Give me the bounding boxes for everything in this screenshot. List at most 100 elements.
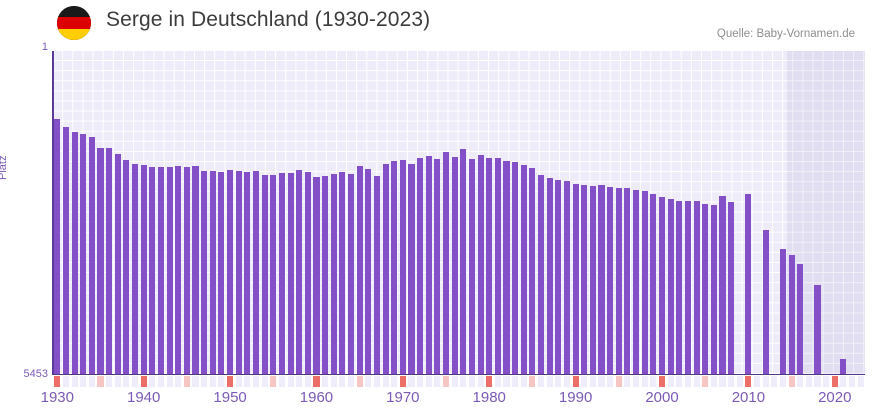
bar[interactable] <box>624 187 631 374</box>
x-axis-tick-label: 1960 <box>299 389 334 406</box>
bar[interactable] <box>477 154 484 374</box>
bar[interactable] <box>684 201 691 374</box>
bar[interactable] <box>71 131 78 374</box>
bar[interactable] <box>633 190 640 374</box>
bar[interactable] <box>287 172 294 374</box>
bar[interactable] <box>589 186 596 374</box>
bar[interactable] <box>339 172 346 374</box>
x-axis-tick-label: 1970 <box>386 389 420 406</box>
bar[interactable] <box>278 172 285 374</box>
x-tick-marker <box>192 376 199 387</box>
bar[interactable] <box>97 147 104 374</box>
x-tick-marker <box>633 376 640 387</box>
bar[interactable] <box>641 190 648 374</box>
bar[interactable] <box>719 195 726 374</box>
x-tick-marker <box>719 376 726 387</box>
bar[interactable] <box>494 158 501 374</box>
bar[interactable] <box>356 165 363 374</box>
bar[interactable] <box>365 169 372 374</box>
bar[interactable] <box>598 184 605 374</box>
bar[interactable] <box>88 137 95 374</box>
x-tick-marker <box>313 376 320 387</box>
x-tick-marker <box>563 376 571 387</box>
bar[interactable] <box>745 193 752 374</box>
x-tick-marker <box>244 376 251 387</box>
bar[interactable] <box>538 174 545 374</box>
bar[interactable] <box>183 167 190 374</box>
x-tick-marker <box>494 376 501 387</box>
bar[interactable] <box>728 202 735 374</box>
bar[interactable] <box>132 163 139 374</box>
bar[interactable] <box>520 164 527 374</box>
bar[interactable] <box>840 359 847 374</box>
bar[interactable] <box>563 181 571 374</box>
bar[interactable] <box>261 175 268 374</box>
bar[interactable] <box>201 170 208 374</box>
bar[interactable] <box>252 171 260 374</box>
bar[interactable] <box>425 155 432 374</box>
bar[interactable] <box>235 171 242 374</box>
bar[interactable] <box>408 163 415 374</box>
bar[interactable] <box>227 170 234 374</box>
bar[interactable] <box>149 167 156 374</box>
bar[interactable] <box>546 178 553 374</box>
bar[interactable] <box>797 264 804 374</box>
bar[interactable] <box>304 172 311 374</box>
bar[interactable] <box>175 166 182 374</box>
bar[interactable] <box>373 175 380 374</box>
bar[interactable] <box>270 174 277 374</box>
bar[interactable] <box>512 161 519 374</box>
bar[interactable] <box>693 200 700 374</box>
bar[interactable] <box>451 157 458 374</box>
bar[interactable] <box>218 171 225 374</box>
bar[interactable] <box>244 171 251 374</box>
bar[interactable] <box>166 167 173 374</box>
bar[interactable] <box>615 187 622 374</box>
bar[interactable] <box>399 159 406 374</box>
bar[interactable] <box>417 158 424 374</box>
bar[interactable] <box>460 148 467 374</box>
bar[interactable] <box>322 175 329 374</box>
bar[interactable] <box>140 165 147 374</box>
bar[interactable] <box>382 164 389 374</box>
bar[interactable] <box>762 230 769 374</box>
bar[interactable] <box>296 170 303 374</box>
bar[interactable] <box>54 119 61 374</box>
bar[interactable] <box>106 148 113 374</box>
bar[interactable] <box>330 174 337 374</box>
bar[interactable] <box>114 154 121 374</box>
bar[interactable] <box>391 161 398 374</box>
bar[interactable] <box>667 199 674 374</box>
bar[interactable] <box>486 157 493 374</box>
bar[interactable] <box>650 193 657 374</box>
bar[interactable] <box>814 284 821 374</box>
bar[interactable] <box>529 168 536 374</box>
bar[interactable] <box>468 159 475 374</box>
bar[interactable] <box>710 204 717 374</box>
bar[interactable] <box>788 255 795 374</box>
bar[interactable] <box>676 200 683 374</box>
bar[interactable] <box>581 185 588 374</box>
source-attribution: Quelle: Baby-Vornamen.de <box>716 28 855 40</box>
x-tick-marker <box>417 376 424 387</box>
bar[interactable] <box>503 161 510 374</box>
bar[interactable] <box>442 151 450 374</box>
bar[interactable] <box>157 167 165 374</box>
bar[interactable] <box>555 180 562 374</box>
bar[interactable] <box>313 177 320 374</box>
bar[interactable] <box>192 166 199 374</box>
bar[interactable] <box>779 248 786 374</box>
bar[interactable] <box>702 203 709 374</box>
bar[interactable] <box>347 173 355 374</box>
bar[interactable] <box>80 133 87 374</box>
bar[interactable] <box>62 126 69 374</box>
bar[interactable] <box>434 159 441 374</box>
bar[interactable] <box>607 186 614 374</box>
bar[interactable] <box>658 196 666 374</box>
bar[interactable] <box>123 159 130 374</box>
bar[interactable] <box>209 171 216 374</box>
y-axis-title: Platz <box>0 155 9 180</box>
x-tick-marker <box>347 376 355 387</box>
x-axis-tick-label: 2000 <box>645 389 679 406</box>
bar[interactable] <box>572 183 579 374</box>
